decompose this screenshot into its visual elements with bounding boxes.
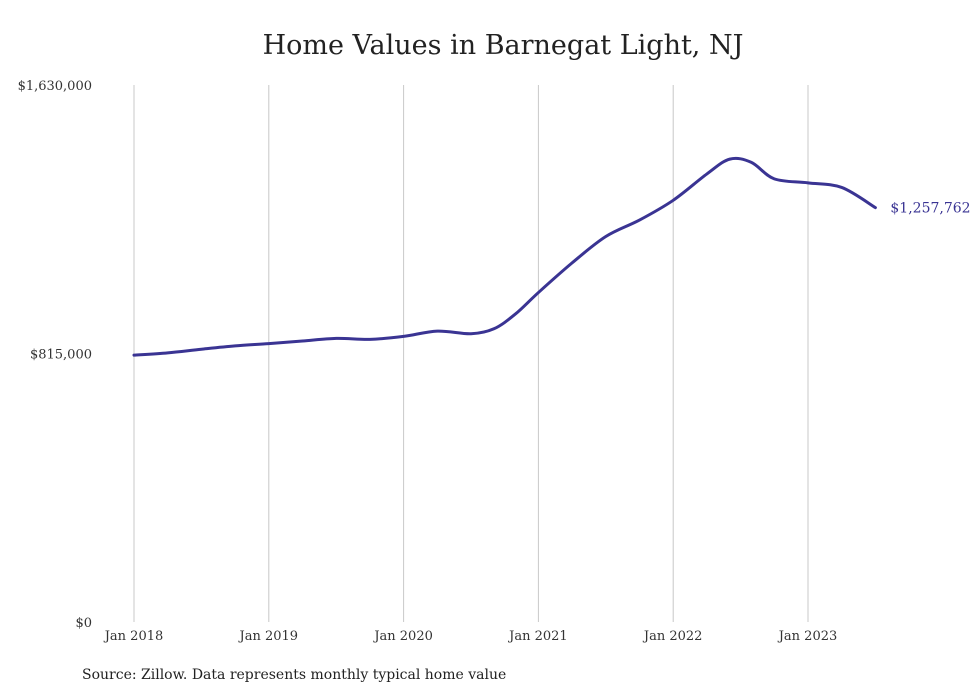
series-layer	[132, 156, 877, 357]
series-line	[132, 156, 877, 357]
data-labels: $1,257,762	[890, 201, 970, 217]
x-tick-label: Jan 2019	[238, 629, 299, 644]
x-tick-label: Jan 2021	[507, 629, 568, 644]
gridlines	[133, 85, 809, 622]
x-tick-label: Jan 2022	[642, 629, 703, 644]
x-tick-label: Jan 2020	[372, 629, 433, 644]
y-tick-label: $1,630,000	[18, 79, 92, 94]
x-tick-label: Jan 2023	[777, 629, 838, 644]
chart-title: Home Values in Barnegat Light, NJ	[262, 30, 744, 61]
x-tick-label: Jan 2018	[103, 629, 164, 644]
y-tick-label: $0	[75, 616, 92, 631]
y-tick-label: $815,000	[30, 348, 92, 363]
y-axis-tick-labels: $0 $815,000 $1,630,000	[18, 79, 92, 631]
last-value-label: $1,257,762	[890, 201, 970, 217]
x-axis-tick-labels: Jan 2018 Jan 2019 Jan 2020 Jan 2021 Jan 2022…	[103, 629, 838, 644]
source-note: Source: Zillow. Data represents monthly …	[82, 667, 507, 683]
